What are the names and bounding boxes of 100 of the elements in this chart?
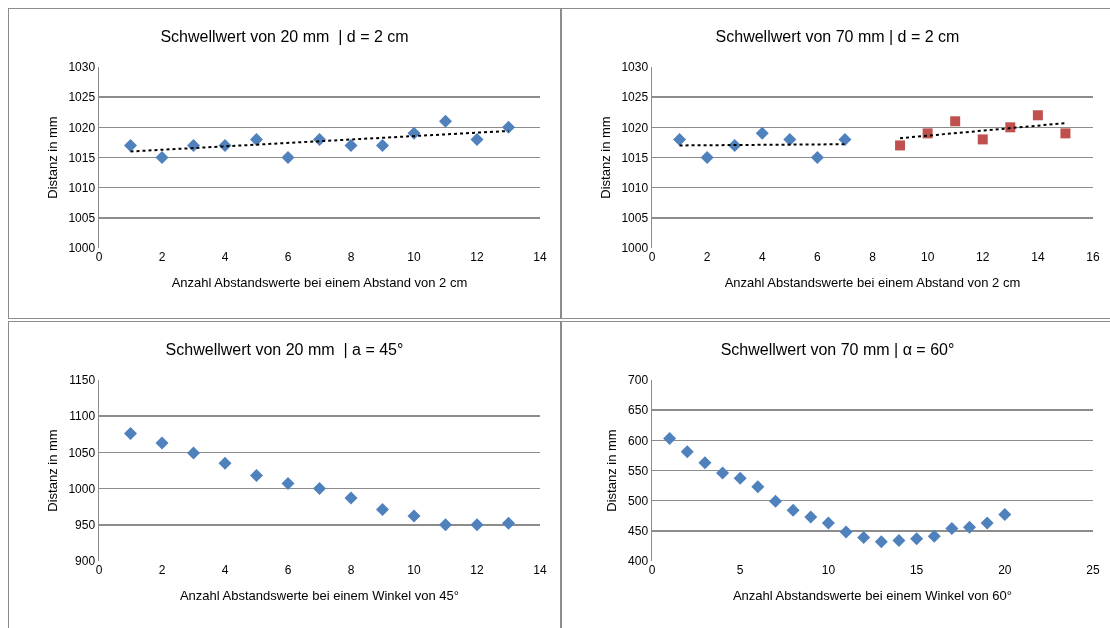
y-tick-label: 550 [628,463,649,478]
point [470,132,484,146]
point [839,525,853,539]
y-tick-label: 400 [628,554,649,569]
y-tick-label: 1015 [68,150,96,165]
point [768,494,782,508]
y-axis-title: Distanz in mm [44,116,60,199]
x-tick-label: 10 [407,250,421,264]
point [470,518,484,532]
point [218,456,232,470]
x-tick-label: 0 [95,563,103,577]
point [804,510,818,524]
point [1032,110,1043,121]
point [281,477,295,491]
point [786,503,800,517]
x-tick-label: 4 [221,563,229,577]
point [313,482,326,496]
point [821,516,835,530]
x-tick-label: 12 [470,250,484,264]
x-tick-label: 0 [648,250,656,264]
y-tick-label: 1005 [621,211,649,226]
point [874,535,888,549]
point [680,445,694,459]
y-tick-label: 1015 [621,150,649,165]
y-tick-label: 1150 [69,373,96,388]
x-axis-title: Anzahl Abstandswerte bei einem Abstand von 2 cm [724,274,1021,290]
y-tick-label: 1020 [621,120,649,135]
y-tick-label: 1030 [621,60,649,75]
point [344,138,358,152]
point [755,126,769,140]
y-tick-label: 1010 [68,180,96,195]
x-tick-label: 2 [703,250,711,264]
point [980,516,994,530]
point [673,132,687,146]
point [945,521,959,535]
x-tick-label: 20 [998,563,1012,577]
y-tick-label: 600 [628,433,649,448]
x-tick-label: 16 [1086,250,1100,264]
x-tick-label: 12 [976,250,990,264]
point [977,134,988,145]
x-axis-title: Anzahl Abstandswerte bei einem Abstand von 2 cm [171,274,468,290]
point [250,132,263,146]
y-axis-title: Distanz in mm [44,429,60,512]
point [376,138,389,152]
y-tick-label: 1030 [68,60,96,75]
x-tick-label: 8 [347,250,355,264]
point [344,491,358,505]
point [439,518,452,532]
y-tick-label: 900 [75,554,96,569]
y-tick-label: 1000 [68,481,96,496]
y-tick-label: 1000 [68,241,96,256]
y-tick-label: 1010 [621,180,649,195]
y-tick-label: 950 [75,518,96,532]
x-tick-label: 10 [407,563,421,577]
point [502,120,515,134]
x-tick-label: 8 [869,250,877,264]
point [155,436,169,450]
point [124,427,137,441]
x-tick-label: 15 [909,563,924,577]
point [700,151,714,164]
point [716,466,730,480]
point [751,480,765,494]
point [663,432,677,446]
point [963,520,977,534]
y-tick-label: 1025 [621,90,649,105]
x-tick-label: 0 [648,563,656,577]
chart-title: Schwellwert von 20 mm | d = 2 cm [160,27,409,45]
point [810,151,824,164]
x-tick-label: 14 [533,563,547,577]
chart-title: Schwellwert von 20 mm | a = 45° [165,340,404,358]
point [407,126,421,140]
x-tick-label: 12 [470,563,484,577]
y-tick-label: 1100 [69,409,96,424]
y-tick-label: 1005 [68,211,96,226]
point [376,503,389,517]
point [407,509,421,523]
point [783,132,797,146]
x-tick-label: 8 [347,563,355,577]
point [910,532,924,546]
point [281,151,295,164]
point [998,508,1012,522]
x-tick-label: 6 [814,250,822,264]
x-tick-label: 14 [533,250,547,264]
point [439,114,452,128]
point [950,116,961,127]
point [698,456,712,470]
y-tick-label: 1020 [68,120,96,135]
point [124,138,137,152]
y-tick-label: 650 [628,403,649,418]
point [733,471,747,485]
chart-title: Schwellwert von 70 mm | d = 2 cm [715,27,960,45]
point [502,516,515,530]
point [155,151,169,164]
y-tick-label: 700 [628,373,649,388]
point [187,446,200,460]
x-tick-label: 10 [821,563,836,577]
y-tick-label: 500 [628,493,649,508]
x-tick-label: 6 [284,563,292,577]
x-tick-label: 2 [158,250,166,264]
y-tick-label: 450 [628,524,649,539]
